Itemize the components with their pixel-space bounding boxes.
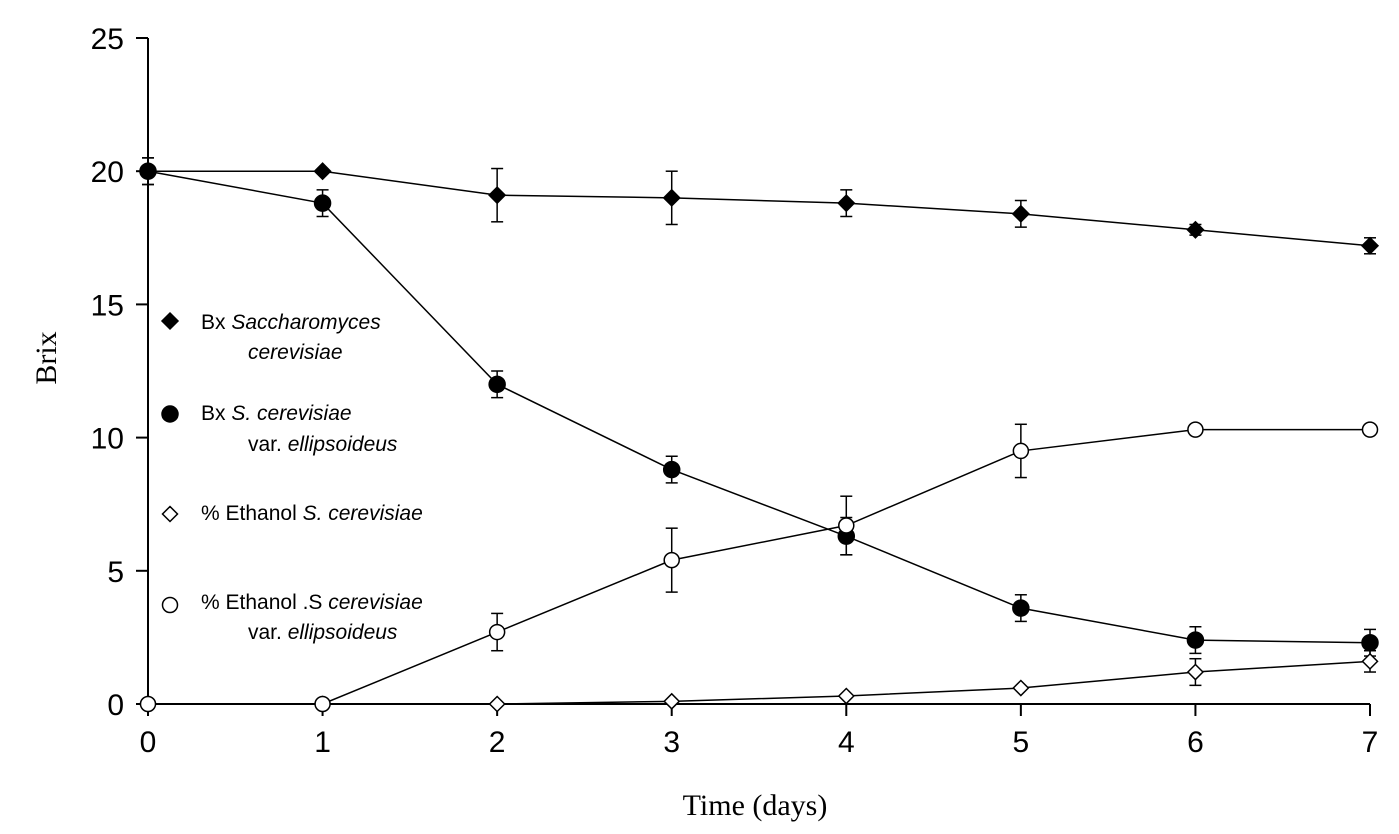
data-point [1361,633,1379,652]
data-point [1361,652,1379,670]
x-tick-label: 3 [663,726,680,759]
data-point [837,687,855,705]
x-tick-label: 7 [1362,726,1379,759]
ticks: 0 1 2 3 4 5 6 7 0 5 10 15 20 25 [91,23,1379,759]
data-point [488,375,506,394]
data-point [663,551,680,569]
series-line [148,428,1370,705]
legend-label-line2: var. ellipsoideus [248,433,398,456]
data-point [139,162,157,180]
x-tick-label: 6 [1187,726,1204,759]
y-tick-label: 5 [107,556,124,589]
data-point [1186,220,1205,239]
legend-marker [161,505,179,523]
legend-label: % Ethanol .S cerevisiae [201,591,423,614]
data-point [1012,679,1030,697]
y-tick-label: 10 [91,423,124,456]
data-point [1187,421,1204,438]
x-axis-title: Time (days) [683,789,828,822]
x-tick-label: 4 [838,726,855,759]
legend-entry: Bx Saccharomyces cerevisiae [160,311,381,364]
legend-entry: % Ethanol S. cerevisiae [161,502,423,525]
y-tick-label: 15 [91,289,124,322]
x-tick-label: 0 [140,726,157,759]
data-point [313,162,332,181]
legend-label-line2: var. ellipsoideus [248,621,398,644]
data-point [662,460,681,479]
series-line [148,170,1371,247]
data-point [1360,236,1380,255]
legend: Bx Saccharomyces cerevisiae Bx S. cerevisi… [160,311,423,644]
legend-marker [161,596,179,614]
data-point [1361,421,1379,438]
x-tick-label: 1 [314,726,331,759]
legend-label: Bx S. cerevisiae [201,402,352,425]
legend-label: % Ethanol S. cerevisiae [201,502,423,525]
data-point [1186,663,1204,681]
data-point [139,695,157,713]
legend-marker [160,311,180,331]
series-line [147,170,1371,644]
series-line [148,660,1371,705]
series-layer [138,157,1380,713]
data-point [1012,442,1030,460]
data-point [313,194,332,212]
data-point [1012,599,1030,617]
y-tick-label: 0 [107,689,124,722]
data-point [488,186,507,205]
legend-marker [161,405,179,423]
data-point [837,194,856,213]
y-tick-label: 20 [91,156,124,189]
legend-label-line2: cerevisiae [248,341,343,364]
data-point [488,623,506,641]
data-point [663,692,681,710]
data-point [838,517,855,534]
legend-label: Bx Saccharomyces [201,311,381,334]
data-point [314,695,331,713]
legend-entry: % Ethanol .S cerevisiae var. ellipsoideus [161,591,423,644]
data-point [488,695,506,713]
legend-entry: Bx S. cerevisiae var. ellipsoideus [161,402,398,456]
y-axis-title: Brix [30,331,63,384]
x-tick-label: 2 [489,726,506,759]
data-point [1011,204,1030,223]
data-point [1186,631,1205,649]
data-point [662,188,681,207]
x-tick-label: 5 [1013,726,1030,759]
y-tick-label: 25 [91,23,124,56]
series-4 [139,421,1379,713]
